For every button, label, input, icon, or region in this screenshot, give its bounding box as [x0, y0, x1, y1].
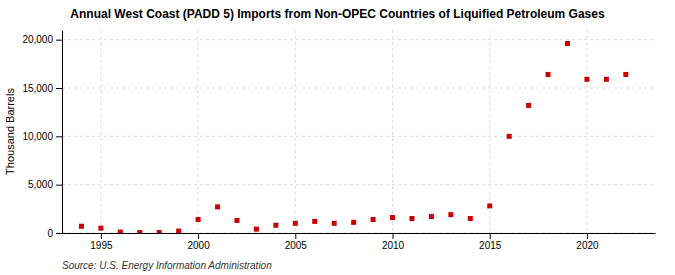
point	[79, 224, 84, 229]
grid	[62, 30, 655, 233]
point	[526, 103, 531, 108]
y-grid-line	[62, 233, 655, 234]
y-grid-line	[62, 184, 655, 185]
x-tick-label: 2005	[285, 240, 308, 251]
x-tick-mark	[587, 233, 588, 239]
point	[371, 217, 376, 222]
source: Source: U.S. Energy Information Administ…	[62, 260, 272, 271]
point	[176, 229, 181, 233]
points	[79, 41, 628, 233]
point	[312, 219, 317, 224]
x-tick: 2010	[382, 233, 405, 251]
x-tick-label: 2010	[382, 240, 405, 251]
x-tick-label: 2020	[576, 240, 599, 251]
point	[137, 230, 142, 233]
point	[293, 221, 298, 226]
point	[448, 212, 453, 217]
x-tick-mark	[490, 233, 491, 239]
y-tick-label: 20,000	[22, 34, 53, 45]
point	[487, 203, 492, 208]
y-tick: 10,000	[22, 131, 62, 142]
x-grid-line	[198, 30, 199, 233]
x-axis-line	[63, 233, 656, 234]
x-tick: 2005	[285, 233, 308, 251]
point	[118, 230, 123, 233]
x-grid-line	[489, 30, 490, 233]
x-grid-line	[100, 30, 101, 233]
y-tick-mark	[56, 185, 62, 186]
point	[351, 220, 356, 225]
y-tick-mark	[56, 233, 62, 234]
point	[604, 77, 609, 82]
point	[623, 72, 628, 77]
plot-area: 1995 2000 2005 2010 2015 2020 0 5,000 10,000 15,0…	[22, 30, 655, 251]
x-grid-line	[295, 30, 296, 233]
point	[234, 218, 239, 223]
x-tick-mark	[198, 233, 199, 239]
point	[98, 226, 103, 231]
y-grid-line	[62, 39, 655, 40]
y-tick-mark	[56, 40, 62, 41]
chart: 1995 2000 2005 2010 2015 2020 0 5,000 10,000 15,0…	[0, 0, 675, 275]
y-axis-line	[62, 31, 63, 234]
point	[429, 214, 434, 219]
x-tick-label: 1995	[90, 240, 113, 251]
y-tick: 5,000	[28, 179, 62, 190]
y-tick-label: 10,000	[22, 131, 53, 142]
point	[215, 204, 220, 209]
x-tick: 1995	[90, 233, 113, 251]
point	[565, 41, 570, 46]
point	[157, 230, 162, 233]
x-tick-label: 2000	[187, 240, 210, 251]
x-tick: 2015	[479, 233, 502, 251]
y-tick-mark	[56, 88, 62, 89]
point	[468, 216, 473, 221]
x-tick-mark	[393, 233, 394, 239]
point	[273, 223, 278, 228]
point	[409, 216, 414, 221]
point	[390, 215, 395, 220]
x-tick: 2020	[576, 233, 599, 251]
y-grid-line	[62, 88, 655, 89]
y-tick: 20,000	[22, 34, 62, 45]
x-tick-mark	[101, 233, 102, 239]
y-tick: 15,000	[22, 83, 62, 94]
y-axis-title: Thousand Barrels	[4, 88, 16, 175]
y-axis: 0 5,000 10,000 15,000 20,000	[22, 31, 62, 239]
x-grid-line	[392, 30, 393, 233]
point	[546, 72, 551, 77]
y-tick-label: 15,000	[22, 83, 53, 94]
x-tick-mark	[295, 233, 296, 239]
point	[254, 227, 259, 232]
y-tick-mark	[56, 136, 62, 137]
x-tick-label: 2015	[479, 240, 502, 251]
point	[507, 134, 512, 139]
x-tick: 2000	[187, 233, 210, 251]
x-grid-line	[586, 30, 587, 233]
point	[584, 77, 589, 82]
title: Annual West Coast (PADD 5) Imports from …	[70, 7, 605, 21]
y-grid-line	[62, 136, 655, 137]
y-tick-label: 5,000	[28, 179, 53, 190]
point	[332, 221, 337, 226]
y-tick: 0	[47, 228, 62, 239]
y-tick-label: 0	[47, 228, 53, 239]
x-axis: 1995 2000 2005 2010 2015 2020	[63, 233, 656, 251]
point	[196, 217, 201, 222]
